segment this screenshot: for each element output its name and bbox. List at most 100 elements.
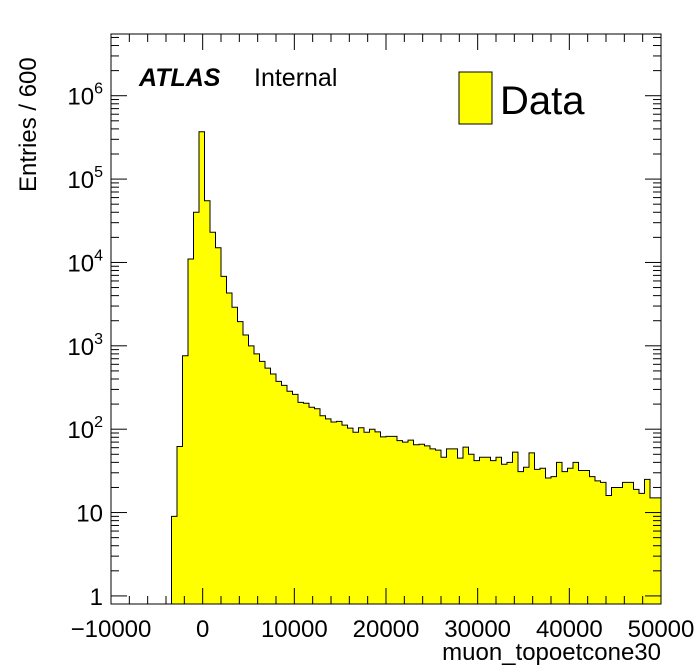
histogram-bar [534,469,541,604]
histogram-bar [188,259,194,604]
histogram-outline [171,131,662,604]
x-tick-label: −10000 [71,616,152,643]
histogram-bar [281,385,288,604]
y-tick-label: 102 [67,414,103,444]
histogram-bar [655,497,662,604]
histogram-bar [650,497,656,604]
histogram-bar [221,276,227,604]
legend-swatch [458,71,493,125]
histogram-bar [287,391,293,604]
x-tick-label: 10000 [261,616,328,643]
histogram-bar [364,432,370,604]
histogram-bar [419,444,425,604]
y-tick-label: 10 [76,501,103,528]
histogram-bar [353,432,359,604]
histogram-bar [606,495,612,604]
histogram-bar [171,516,178,604]
histogram-bar [633,489,640,604]
histogram-bars [171,131,662,605]
histogram-bar [276,381,282,604]
histogram-bar [485,457,491,604]
y-tick-labels: 1 10 102 103 104 105 106 [67,81,103,611]
histogram-bar [479,457,486,604]
histogram-bar [331,421,337,604]
legend-entry-data: Data [500,79,585,123]
histogram-bar [639,493,645,604]
histogram-bar [369,429,376,604]
histogram-bar [512,452,519,604]
histogram-bar [248,345,255,604]
x-tick-label: 50000 [628,616,695,643]
histogram-bar [540,468,546,604]
histogram-bar [292,394,299,604]
y-axis-label: Entries / 600 [15,57,42,192]
histogram-bar [490,460,497,604]
histogram-bar [644,479,651,604]
histogram-bar [210,232,216,605]
y-tick-label: 103 [67,331,103,361]
histogram-bar [518,471,524,604]
histogram-bar [182,355,189,604]
histogram-bar [474,460,480,604]
histogram-bar [424,445,431,604]
histogram-bar [496,457,502,604]
histogram-bar [584,470,590,604]
histogram-bar [215,247,222,604]
histogram-bar [193,212,200,604]
histogram-bar [457,458,464,604]
histogram-bar [573,462,579,604]
histogram-bar [342,425,348,604]
histogram-bar [567,468,574,604]
histogram-bar [452,448,458,604]
histogram-bar [237,321,244,604]
histogram-bar [468,454,475,604]
histogram-bar [556,462,563,604]
histogram-bar [199,131,205,604]
histogram-bar [347,428,354,604]
histogram-bar [611,487,618,604]
x-axis-label: muon_topoetcone30 [442,639,661,666]
histogram-bar [259,361,266,604]
histogram-bar [441,457,447,604]
histogram-bar [628,482,634,604]
histogram-bar [243,334,249,604]
histogram-bar [232,307,238,604]
histogram-bar [314,408,321,604]
x-tick-label: 30000 [444,616,511,643]
x-tick-label: 40000 [536,616,603,643]
histogram-bar [589,476,596,604]
y-tick-label: 1 [90,584,103,611]
atlas-label-experiment: ATLAS [138,64,221,92]
histogram-bar [545,477,552,604]
histogram-bar [507,462,513,604]
histogram-bar [435,450,442,604]
histogram-bar [595,480,601,604]
x-tick-label: 0 [196,616,209,643]
histogram-bar [551,476,557,604]
histogram-bar [600,482,607,604]
histogram-bar [265,368,271,604]
histogram-bar [523,467,530,604]
histogram-bar [325,418,332,604]
histogram-bar [617,487,623,604]
histogram-bar [303,403,310,604]
histogram-bar [562,471,568,604]
histogram-bar [501,464,508,604]
histogram-bar [430,448,436,604]
histogram-bar [386,436,392,604]
histogram-bar [177,446,183,604]
histogram-bar [391,436,398,604]
histogram-bar [336,421,343,604]
histogram-bar [408,440,414,604]
histogram-bar [397,440,403,604]
histogram-bar [413,444,420,604]
histogram-bar [622,482,629,604]
atlas-label-status: Internal [254,64,337,92]
histogram-bar [358,427,365,604]
x-tick-labels: −10000 0 10000 20000 30000 40000 50000 [71,616,695,643]
y-tick-label: 105 [67,164,103,194]
histogram-bar [529,452,535,604]
histogram-bar [320,415,326,604]
legend: Data [458,71,585,125]
